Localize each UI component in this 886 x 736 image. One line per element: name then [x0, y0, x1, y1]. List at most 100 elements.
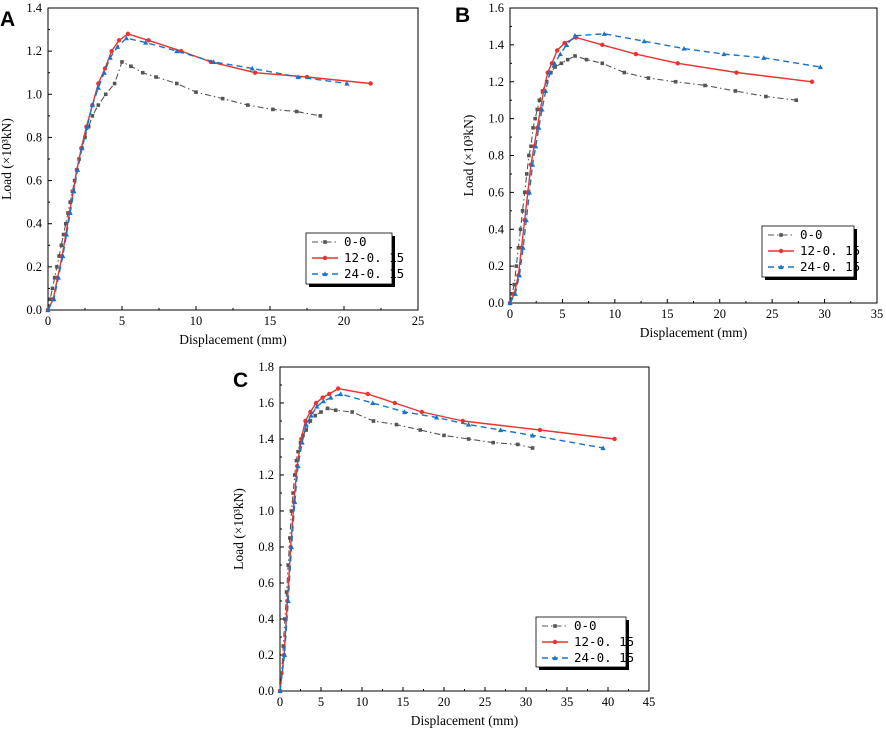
y-tick-label: 1.0 — [488, 112, 504, 126]
data-point — [370, 400, 376, 406]
data-point — [303, 418, 308, 424]
data-point — [365, 391, 370, 397]
data-point — [530, 446, 535, 450]
data-point — [318, 114, 323, 118]
data-point — [120, 60, 124, 64]
data-point — [336, 386, 341, 391]
data-point — [313, 400, 319, 406]
data-point — [539, 106, 545, 112]
data-point — [328, 395, 334, 400]
data-point — [123, 35, 130, 41]
data-point — [507, 300, 513, 306]
y-tick-label: 0.2 — [488, 259, 504, 273]
data-point — [572, 33, 578, 38]
legend-label-0-0: 0-0 — [800, 227, 823, 242]
data-point — [584, 57, 589, 62]
data-point — [194, 90, 198, 94]
data-point — [553, 65, 557, 69]
data-point — [299, 440, 305, 445]
y-tick-label: 1.6 — [488, 1, 504, 15]
panel-letter-a: A — [0, 8, 15, 31]
data-point — [57, 254, 61, 258]
data-point — [402, 409, 408, 415]
data-point — [292, 499, 298, 505]
data-point — [466, 437, 471, 441]
y-axis-title-c: Load (×10³kN) — [231, 488, 246, 570]
data-point — [249, 65, 255, 71]
data-point — [764, 94, 768, 99]
data-point — [55, 275, 61, 280]
data-point — [600, 445, 606, 451]
y-tick-label: 1.4 — [488, 38, 504, 52]
data-point — [112, 81, 117, 86]
data-point — [524, 172, 529, 176]
data-point — [90, 114, 95, 118]
data-point — [460, 418, 466, 424]
x-tick-label: 10 — [609, 307, 622, 321]
data-point — [292, 473, 297, 477]
data-point — [48, 297, 53, 302]
data-point — [109, 48, 114, 54]
data-point — [516, 272, 523, 278]
series-0-0-b — [508, 54, 799, 305]
y-tick-label: 1.2 — [258, 468, 274, 482]
y-tick-label: 1.4 — [258, 432, 274, 446]
data-point — [59, 243, 64, 248]
data-point — [83, 135, 87, 140]
series-line-24-0-15 — [47, 37, 348, 311]
data-point — [646, 76, 651, 80]
series-24-0-15-b — [507, 31, 823, 306]
legend-label-24-0-15: 24-0. 15 — [344, 266, 404, 281]
series-24-0-15-a — [45, 35, 350, 313]
x-tick-label: 15 — [264, 314, 277, 328]
y-tick-label: 0.0 — [26, 303, 42, 317]
data-point — [350, 410, 354, 414]
data-point — [681, 45, 687, 51]
data-point — [434, 414, 440, 420]
y-axis-title-b: Load (×10³kN) — [461, 115, 476, 197]
data-point — [368, 81, 373, 86]
data-point — [622, 70, 627, 75]
data-point — [529, 144, 533, 149]
y-tick-label: 0.2 — [258, 648, 274, 662]
data-point — [52, 275, 57, 280]
y-tick-label: 0.2 — [26, 260, 42, 274]
data-point — [284, 590, 289, 594]
data-point — [537, 427, 543, 433]
data-point — [641, 38, 647, 44]
data-point — [535, 107, 540, 112]
data-point — [116, 38, 122, 43]
y-tick-label: 1.2 — [26, 44, 42, 58]
data-point — [281, 644, 286, 648]
data-point — [314, 404, 320, 409]
y-axis-title-a: Load (×10³kN) — [0, 118, 14, 200]
x-tick-label: 0 — [45, 314, 51, 328]
data-point — [143, 39, 149, 45]
data-point — [817, 64, 823, 70]
legend-marker-24-0-15 — [322, 271, 328, 277]
data-point — [55, 265, 59, 269]
data-point — [294, 109, 299, 114]
data-point — [125, 31, 131, 37]
data-point — [531, 126, 535, 130]
x-tick-label: 20 — [438, 695, 451, 709]
data-point — [71, 188, 77, 194]
panel-letter-b: B — [455, 4, 470, 27]
data-point — [129, 64, 133, 69]
data-point — [95, 85, 101, 90]
data-point — [286, 563, 290, 567]
data-point — [294, 458, 299, 463]
data-point — [557, 51, 563, 57]
y-tick-label: 1.0 — [258, 504, 274, 518]
y-tick-label: 0.8 — [26, 130, 42, 144]
data-point — [466, 422, 472, 427]
data-point — [45, 307, 51, 313]
y-tick-label: 0.4 — [258, 612, 274, 626]
data-point — [565, 57, 570, 62]
data-point — [533, 116, 537, 121]
data-point — [520, 245, 526, 250]
x-tick-label: 15 — [661, 307, 674, 321]
x-tick-label: 25 — [479, 695, 492, 709]
